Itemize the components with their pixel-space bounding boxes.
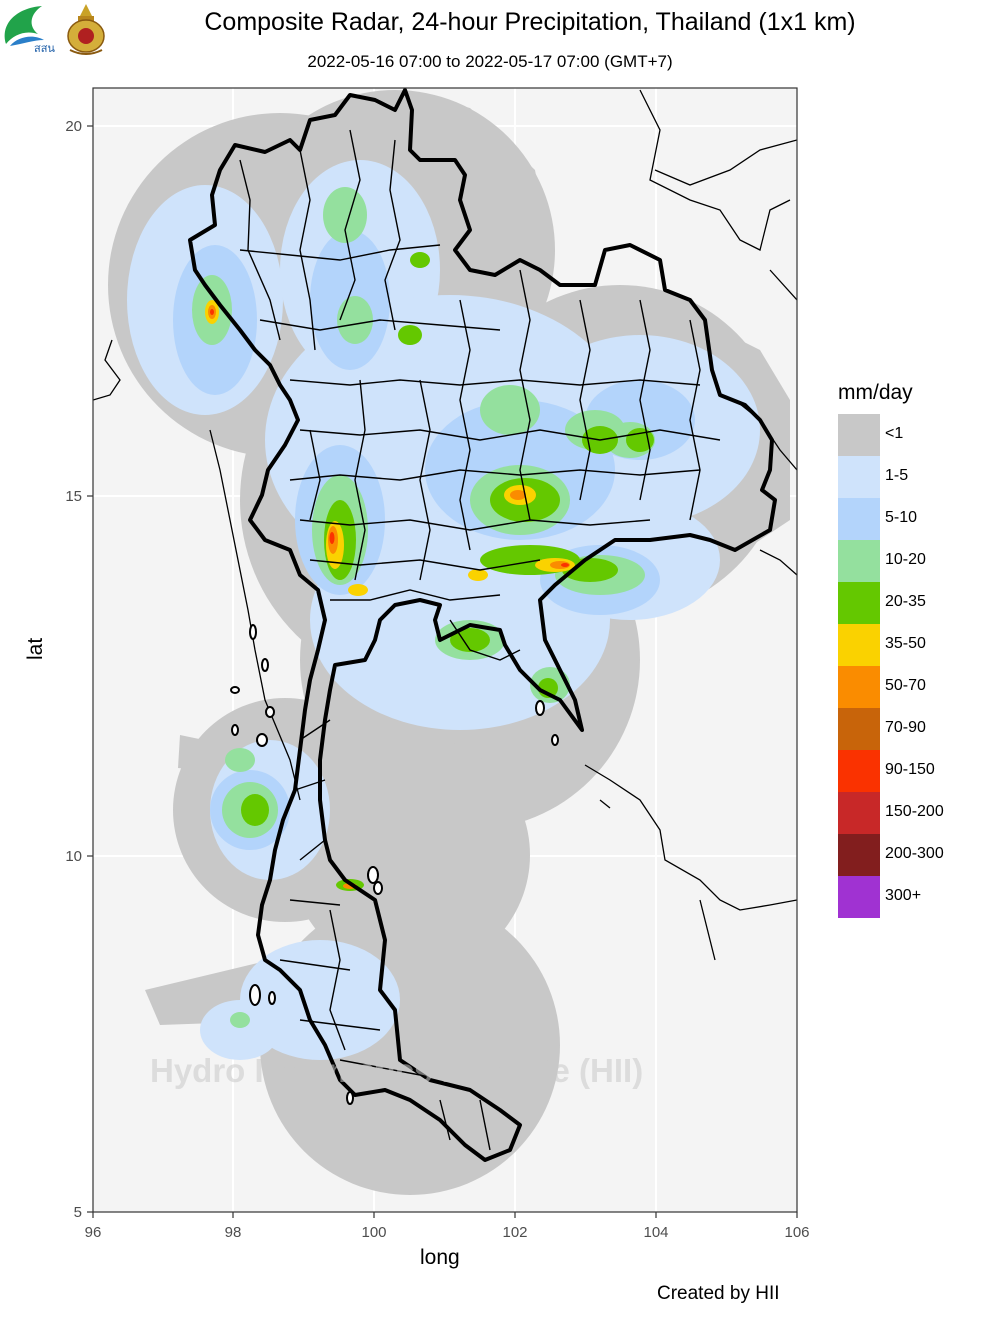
legend-item: 70-90 bbox=[838, 708, 988, 750]
legend-title: mm/day bbox=[838, 381, 913, 404]
svg-text:สสน: สสน bbox=[34, 42, 55, 55]
legend-label: 5-10 bbox=[885, 509, 918, 526]
islands bbox=[230, 624, 559, 1105]
legend-label: 150-200 bbox=[885, 803, 944, 820]
royal-emblem-icon bbox=[67, 4, 105, 55]
legend-item: 5-10 bbox=[838, 498, 988, 540]
x-tick-100: 100 bbox=[361, 1224, 386, 1241]
y-tick-20: 20 bbox=[65, 118, 82, 135]
legend-item: 300+ bbox=[838, 876, 988, 918]
legend-swatch bbox=[838, 666, 880, 708]
legend-swatch bbox=[838, 456, 880, 498]
legend-item: 10-20 bbox=[838, 540, 988, 582]
watermark: Hydro Informatics Institute (HII) bbox=[150, 1052, 644, 1089]
legend-swatch bbox=[838, 498, 880, 540]
legend-swatch bbox=[838, 708, 880, 750]
legend-item: 150-200 bbox=[838, 792, 988, 834]
legend-label: 35-50 bbox=[885, 635, 926, 652]
x-tick-labels: 96 98 100 102 104 106 bbox=[85, 1224, 810, 1241]
legend-label: 90-150 bbox=[885, 761, 935, 778]
legend-label: 50-70 bbox=[885, 677, 926, 694]
legend-swatch bbox=[838, 540, 880, 582]
x-axis-label: long bbox=[420, 1246, 460, 1269]
legend-swatch bbox=[838, 750, 880, 792]
x-tick-106: 106 bbox=[784, 1224, 809, 1241]
y-axis-label: lat bbox=[24, 637, 47, 660]
legend-item: 20-35 bbox=[838, 582, 988, 624]
logo-area: สสน bbox=[0, 0, 120, 60]
legend-label: 70-90 bbox=[885, 719, 926, 736]
x-tick-102: 102 bbox=[502, 1224, 527, 1241]
credit-text: Created by HII bbox=[657, 1283, 780, 1304]
legend-swatch bbox=[838, 792, 880, 834]
hii-logo-icon: สสน bbox=[4, 6, 55, 55]
legend-label: 200-300 bbox=[885, 845, 944, 862]
x-tick-96: 96 bbox=[85, 1224, 102, 1241]
legend-label: 20-35 bbox=[885, 593, 926, 610]
radar-coverage bbox=[108, 90, 790, 1195]
legend-swatch bbox=[838, 414, 880, 456]
map-subtitle: 2022-05-16 07:00 to 2022-05-17 07:00 (GM… bbox=[307, 52, 673, 71]
legend-swatch bbox=[838, 624, 880, 666]
legend-swatch bbox=[838, 834, 880, 876]
legend-label: 1-5 bbox=[885, 467, 909, 484]
x-tick-98: 98 bbox=[225, 1224, 242, 1241]
y-tick-labels: 5 10 15 20 bbox=[65, 118, 82, 1221]
legend-label: 10-20 bbox=[885, 551, 926, 568]
thailand-border bbox=[188, 88, 777, 1162]
legend-item: 35-50 bbox=[838, 624, 988, 666]
y-tick-15: 15 bbox=[65, 488, 82, 505]
axis-ticks bbox=[87, 125, 798, 1218]
y-tick-5: 5 bbox=[74, 1204, 82, 1221]
legend-swatch bbox=[838, 582, 880, 624]
legend-label: 300+ bbox=[885, 887, 922, 904]
panel-frame bbox=[92, 87, 798, 1213]
legend-item: <1 bbox=[838, 414, 988, 456]
legend-item: 90-150 bbox=[838, 750, 988, 792]
legend-item: 200-300 bbox=[838, 834, 988, 876]
map-title: Composite Radar, 24-hour Precipitation, … bbox=[204, 8, 856, 36]
y-tick-10: 10 bbox=[65, 848, 82, 865]
x-tick-104: 104 bbox=[643, 1224, 668, 1241]
legend-item: 1-5 bbox=[838, 456, 988, 498]
province-borders bbox=[239, 129, 721, 1151]
legend-label: <1 bbox=[885, 425, 904, 442]
legend-swatch bbox=[838, 876, 880, 918]
legend-item: 50-70 bbox=[838, 666, 988, 708]
